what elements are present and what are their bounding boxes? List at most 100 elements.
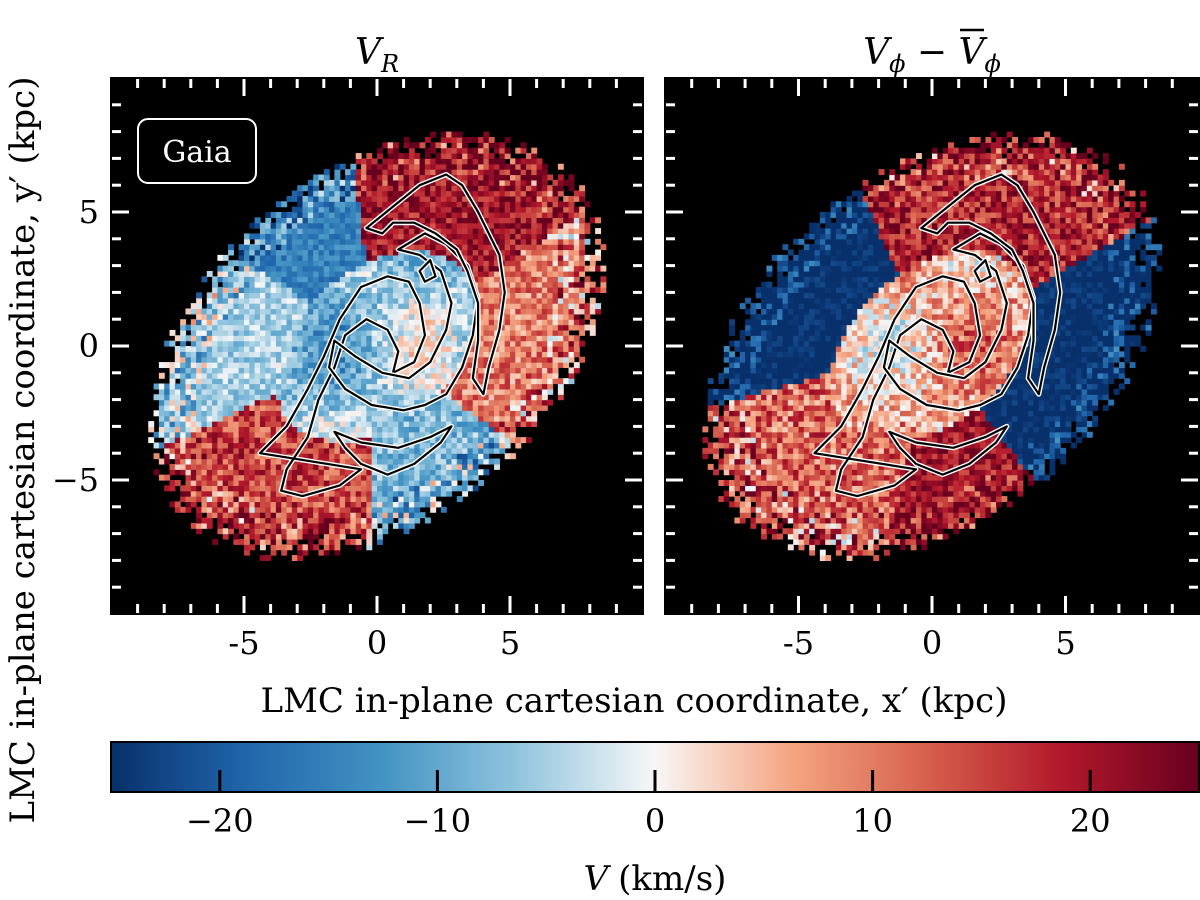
heatmap-cell (222, 340, 229, 347)
heatmap-cell (398, 303, 405, 310)
heatmap-cell (249, 362, 256, 369)
heatmap-cell (377, 517, 383, 524)
heatmap-cell (313, 292, 320, 299)
heatmap-cell (201, 372, 208, 379)
heatmap-cell (584, 287, 591, 293)
heatmap-cell (206, 506, 213, 513)
heatmap-cell (361, 367, 367, 374)
heatmap-cell (377, 463, 383, 470)
heatmap-cell (408, 421, 415, 427)
heatmap-cell (371, 388, 378, 395)
heatmap-cell (185, 351, 192, 358)
heatmap-cell (382, 421, 389, 427)
heatmap-cell (254, 303, 261, 310)
heatmap-cell (217, 469, 224, 476)
heatmap-cell (531, 372, 538, 379)
heatmap-cell (392, 244, 399, 251)
heatmap-cell (494, 206, 500, 213)
heatmap-cell (345, 195, 351, 202)
heatmap-cell (456, 431, 463, 438)
heatmap-cell (462, 158, 469, 165)
heatmap-cell (249, 528, 256, 535)
heatmap-cell (355, 367, 362, 374)
heatmap-cell (270, 329, 277, 336)
heatmap-cell (467, 292, 474, 299)
heatmap-cell (212, 287, 218, 293)
heatmap-cell (478, 153, 484, 159)
heatmap-cell (334, 238, 341, 245)
heatmap-cell (552, 329, 559, 336)
heatmap-cell (307, 260, 314, 267)
heatmap-cell (350, 506, 357, 513)
heatmap-cell (456, 485, 463, 492)
heatmap-cell (403, 378, 410, 385)
heatmap-cell (281, 270, 288, 277)
heatmap-cell (185, 378, 192, 385)
heatmap-cell (392, 228, 399, 235)
heatmap-cell (541, 169, 548, 176)
heatmap-cell (568, 249, 575, 256)
heatmap-cell (355, 474, 362, 481)
heatmap-cell (345, 308, 351, 315)
heatmap-cell (462, 233, 469, 240)
heatmap-cell (350, 512, 357, 519)
heatmap-cell (478, 222, 484, 229)
heatmap-cell (366, 265, 373, 272)
heatmap-cell (531, 174, 538, 181)
heatmap-cell (488, 190, 495, 197)
heatmap-cell (408, 153, 415, 159)
heatmap-cell (462, 174, 469, 181)
heatmap-cell (387, 496, 394, 503)
heatmap-cell (520, 238, 527, 245)
heatmap-cell (297, 276, 304, 283)
heatmap-cell (541, 383, 548, 390)
heatmap-cell (387, 490, 394, 497)
heatmap-cell (334, 287, 341, 293)
heatmap-cell (297, 372, 304, 379)
heatmap-cell (392, 490, 399, 497)
heatmap-cell (323, 228, 330, 235)
heatmap-cell (318, 313, 325, 320)
heatmap-cell (563, 270, 570, 277)
heatmap-cell (196, 490, 203, 497)
heatmap-cell (755, 346, 762, 352)
heatmap-cell (254, 394, 261, 401)
heatmap-cell (217, 254, 224, 261)
heatmap-cell (541, 281, 548, 288)
heatmap-cell (196, 346, 203, 352)
heatmap-cell (525, 169, 532, 176)
heatmap-cell (366, 158, 373, 165)
heatmap-cell (729, 458, 736, 465)
heatmap-cell (345, 351, 351, 358)
heatmap-cell (275, 340, 282, 347)
heatmap-cell (408, 469, 415, 476)
heatmap-cell (244, 399, 250, 406)
heatmap-cell (414, 378, 421, 385)
heatmap-cell (392, 163, 399, 170)
heatmap-cell (259, 490, 266, 497)
heatmap-cell (525, 212, 532, 218)
heatmap-cell (345, 501, 351, 508)
heatmap-cell (515, 276, 522, 283)
heatmap-cell (222, 453, 229, 460)
heatmap-cell (467, 351, 474, 358)
heatmap-cell (361, 474, 367, 481)
heatmap-cell (281, 522, 288, 529)
heatmap-cell (525, 410, 532, 417)
heatmap-cell (323, 538, 330, 545)
heatmap-cell (206, 303, 213, 310)
heatmap-cell (377, 244, 383, 251)
heatmap-cell (424, 415, 431, 422)
heatmap-cell (488, 292, 495, 299)
heatmap-cell (323, 367, 330, 374)
heatmap-cell (355, 201, 362, 208)
heatmap-cell (408, 388, 415, 395)
heatmap-cell (291, 276, 298, 283)
heatmap-cell (265, 228, 272, 235)
heatmap-cell (164, 447, 171, 454)
heatmap-cell (525, 244, 532, 251)
heatmap-cell (185, 346, 192, 352)
heatmap-cell (430, 217, 437, 224)
heatmap-cell (755, 442, 762, 449)
heatmap-cell (451, 292, 458, 299)
